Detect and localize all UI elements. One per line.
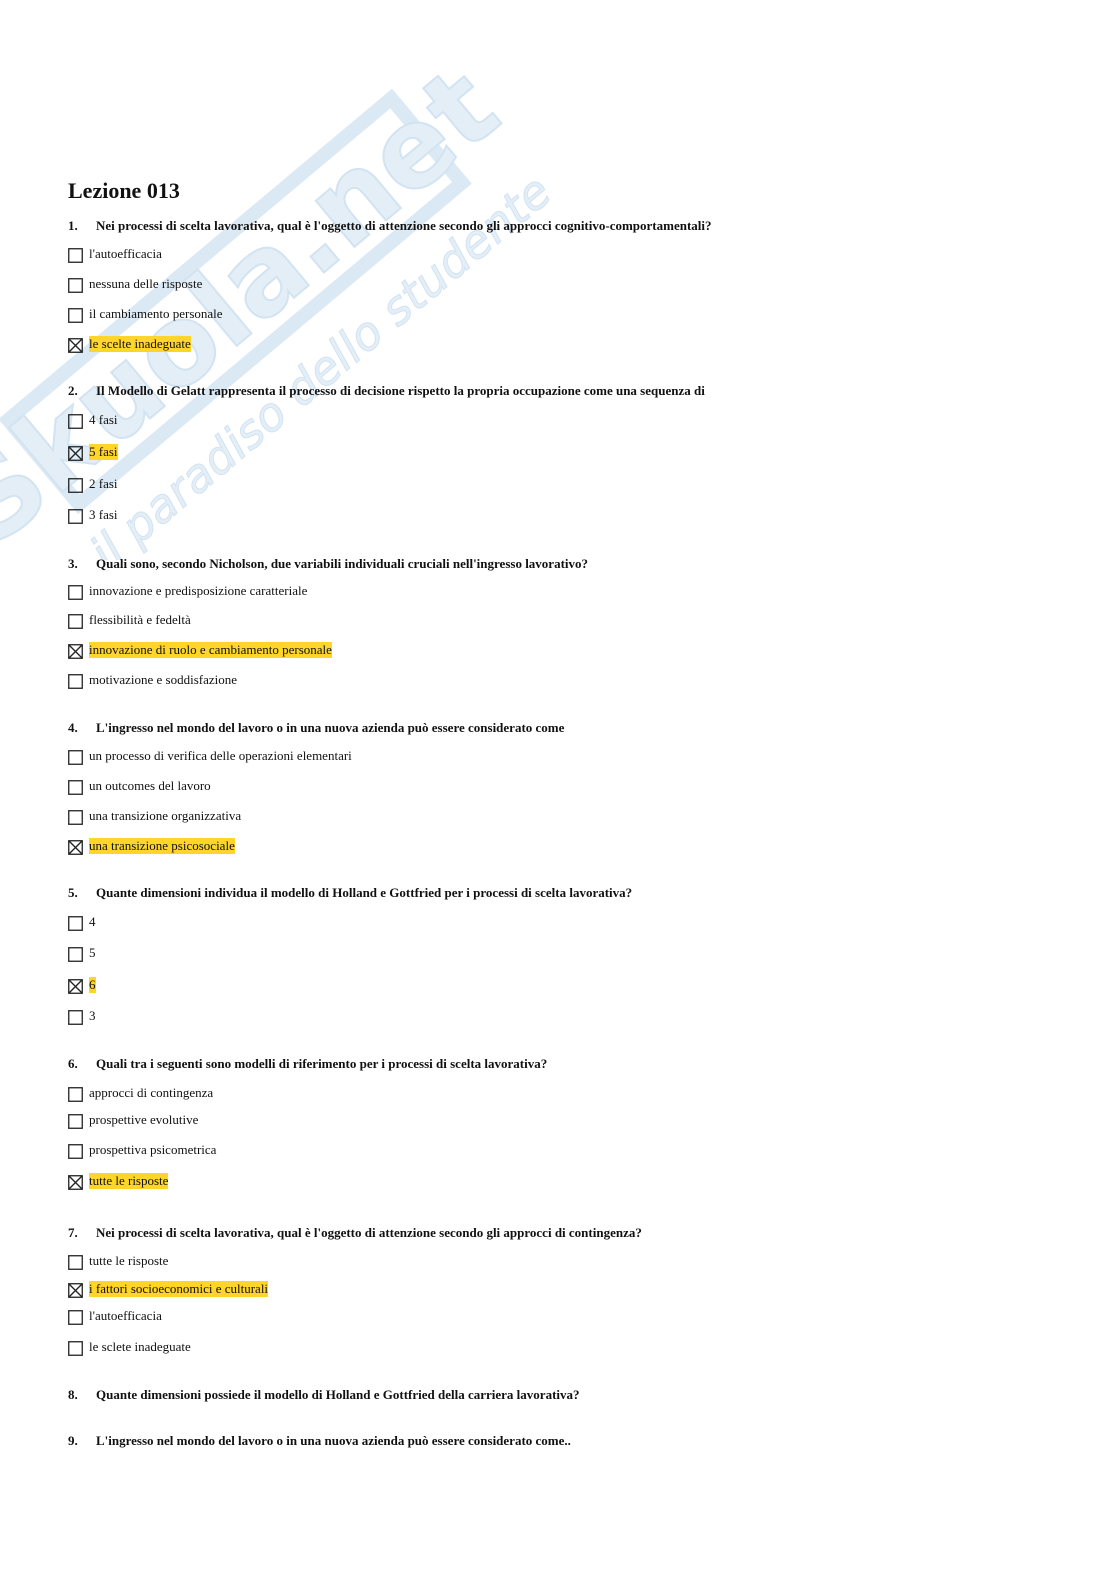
- checkbox: [68, 509, 83, 524]
- option-text: innovazione di ruolo e cambiamento perso…: [89, 642, 332, 658]
- checkbox: [68, 810, 83, 825]
- question-text: Nei processi di scelta lavorativa, qual …: [96, 1225, 642, 1240]
- watermark-group: Skuola.net il paradiso dello studente: [0, 42, 562, 560]
- checkbox: [68, 278, 83, 293]
- option-text: i fattori socioeconomici e culturali: [89, 1281, 269, 1297]
- checkbox: [68, 947, 83, 962]
- option-text: l'autoefficacia: [89, 1308, 162, 1323]
- checkbox: [68, 248, 83, 263]
- question-number: 3.: [68, 556, 78, 571]
- checkbox: [68, 1114, 83, 1129]
- question-number: 8.: [68, 1387, 78, 1402]
- question-text: Quante dimensioni possiede il modello di…: [96, 1387, 580, 1402]
- checkbox: [68, 1255, 83, 1270]
- option-text: le scelte inadeguate: [89, 336, 191, 352]
- option-text: l'autoefficacia: [89, 246, 162, 261]
- checkbox: [68, 338, 83, 353]
- checkbox: [68, 1310, 83, 1325]
- option-text: prospettive evolutive: [89, 1112, 199, 1127]
- checkbox: [68, 614, 83, 629]
- question-number: 7.: [68, 1225, 78, 1240]
- option-text: 4 fasi: [89, 412, 118, 427]
- question-number: 2.: [68, 383, 78, 398]
- question-number: 6.: [68, 1056, 78, 1071]
- option-text: 3 fasi: [89, 507, 118, 522]
- question-number: 9.: [68, 1433, 78, 1448]
- option-text: un outcomes del lavoro: [89, 778, 211, 793]
- checkbox: [68, 750, 83, 765]
- question-text: Nei processi di scelta lavorativa, qual …: [96, 218, 712, 233]
- option-text: motivazione e soddisfazione: [89, 672, 238, 687]
- option-text: 5: [89, 945, 96, 960]
- question-text: Quali tra i seguenti sono modelli di rif…: [96, 1056, 548, 1071]
- checkbox: [68, 644, 83, 659]
- question-number: 4.: [68, 720, 78, 735]
- checkbox: [68, 674, 83, 689]
- checkbox: [68, 1010, 83, 1025]
- question-text: Quali sono, secondo Nicholson, due varia…: [96, 556, 589, 571]
- option-text: approcci di contingenza: [89, 1085, 214, 1100]
- checkbox: [68, 1087, 83, 1102]
- question-text: Quante dimensioni individua il modello d…: [96, 885, 633, 900]
- option-text: tutte le risposte: [89, 1253, 169, 1268]
- option-text: 3: [89, 1008, 96, 1023]
- option-text: 5 fasi: [89, 444, 118, 460]
- watermark-frame: [0, 88, 472, 515]
- question-number: 5.: [68, 885, 78, 900]
- option-text: il cambiamento personale: [89, 306, 223, 321]
- checkbox: [68, 840, 83, 855]
- question-number: 1.: [68, 218, 78, 233]
- checkbox: [68, 585, 83, 600]
- checkbox: [68, 780, 83, 795]
- option-text: 4: [89, 914, 96, 929]
- checkbox: [68, 916, 83, 931]
- checkbox: [68, 1175, 83, 1190]
- title: Lezione 013: [68, 178, 180, 203]
- checkbox: [68, 979, 83, 994]
- checkbox: [68, 478, 83, 493]
- option-text: una transizione psicosociale: [89, 838, 235, 854]
- option-text: innovazione e predisposizione caratteria…: [89, 583, 308, 598]
- option-text: flessibilità e fedeltà: [89, 612, 191, 627]
- checkbox: [68, 1341, 83, 1356]
- option-text: le sclete inadeguate: [89, 1339, 191, 1354]
- watermark: Skuola.net il paradiso dello studente: [0, 42, 562, 560]
- option-text: una transizione organizzativa: [89, 808, 242, 823]
- checkbox: [68, 1283, 83, 1298]
- option-text: tutte le risposte: [89, 1173, 169, 1189]
- option-text: nessuna delle risposte: [89, 276, 203, 291]
- option-text: un processo di verifica delle operazioni…: [89, 748, 352, 763]
- checkbox: [68, 414, 83, 429]
- option-text: 2 fasi: [89, 476, 118, 491]
- question-text: L'ingresso nel mondo del lavoro o in una…: [96, 720, 565, 735]
- checkbox: [68, 1144, 83, 1159]
- checkbox: [68, 308, 83, 323]
- question-text: L'ingresso nel mondo del lavoro o in una…: [96, 1433, 571, 1448]
- checkbox: [68, 446, 83, 461]
- option-text: 6: [89, 977, 96, 993]
- option-text: prospettiva psicometrica: [89, 1142, 217, 1157]
- question-text: Il Modello di Gelatt rappresenta il proc…: [96, 383, 705, 398]
